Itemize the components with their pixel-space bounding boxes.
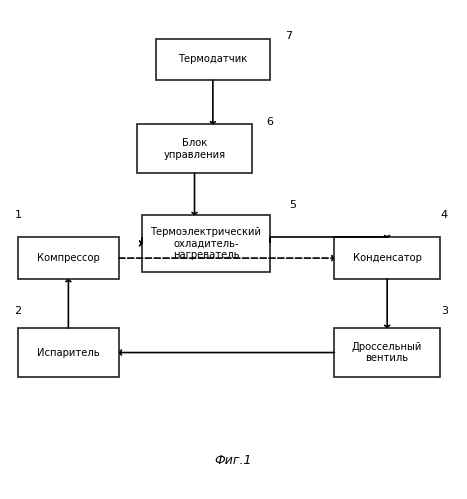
Text: 5: 5 — [290, 200, 297, 211]
Text: Фиг.1: Фиг.1 — [215, 454, 252, 467]
Text: Компрессор: Компрессор — [37, 253, 100, 263]
Bar — [142, 215, 270, 271]
Text: 4: 4 — [441, 210, 448, 220]
Text: Термоэлектрический
охладитель-
нагреватель: Термоэлектрический охладитель- нагревате… — [150, 227, 262, 260]
Bar — [334, 328, 440, 377]
Bar — [18, 328, 119, 377]
Text: 3: 3 — [441, 306, 448, 316]
Bar — [334, 237, 440, 279]
Bar — [137, 124, 252, 174]
Bar — [156, 38, 270, 80]
Text: 2: 2 — [14, 306, 21, 316]
Text: Конденсатор: Конденсатор — [353, 253, 422, 263]
Text: Дроссельный
вентиль: Дроссельный вентиль — [352, 342, 422, 363]
Text: 6: 6 — [267, 117, 274, 127]
Text: Термодатчик: Термодатчик — [178, 54, 248, 64]
Text: 7: 7 — [285, 31, 292, 41]
Text: Блок
управления: Блок управления — [163, 138, 226, 160]
Text: 1: 1 — [14, 210, 21, 220]
Text: Испаритель: Испаритель — [37, 347, 99, 358]
Bar — [18, 237, 119, 279]
